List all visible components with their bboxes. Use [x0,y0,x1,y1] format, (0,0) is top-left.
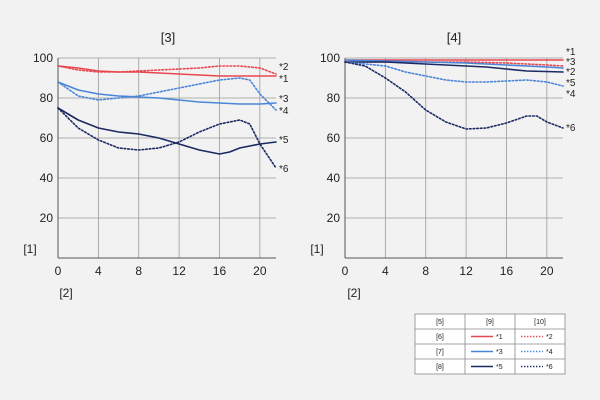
right-series-line-star3 [344,59,564,69]
left-y-tick-label: 40 [40,171,54,185]
left-series-line-star2 [57,65,277,75]
left-series-label: *2 [279,62,289,73]
legend-row-label: [6] [436,334,444,341]
right-series-label: *1 [566,47,576,58]
right-y-tick-label: 40 [327,171,341,185]
left-series-label: *4 [279,106,289,117]
left-series-line-star3 [57,81,277,105]
legend-solid-label: *1 [496,334,503,341]
left-series-line-star4 [57,77,277,111]
right-x-tick-label: 16 [500,264,514,278]
left-x-tick-label: 20 [253,264,267,278]
left-y-tick-label: 60 [40,131,54,145]
right-series-line-star4 [344,61,564,73]
left-x-axis-label: [2] [59,286,72,300]
legend-dotted-label: *6 [546,364,553,371]
left-x-tick-label: 4 [95,264,102,278]
legend-dotted-label: *2 [546,334,553,341]
legend-header-cell: [5] [436,319,444,326]
legend-header-cell: [9] [486,319,494,326]
left-series-line-star5 [57,107,277,155]
right-y-axis-label: [1] [310,242,323,256]
right-series-label: *2 [566,67,576,78]
left-x-tick-label: 16 [213,264,227,278]
legend-row-label: [7] [436,349,444,356]
left-x-tick-label: 8 [135,264,142,278]
right-series-label: *3 [566,57,576,68]
right-y-tick-label: 20 [327,211,341,225]
legend-solid-label: *3 [496,349,503,356]
right-series-label: *5 [566,78,576,89]
left-y-tick-label: 100 [33,51,53,65]
left-series-label: *5 [279,135,289,146]
right-x-tick-label: 4 [382,264,389,278]
left-series-line-star6 [57,107,277,169]
left-series-label: *3 [279,94,289,105]
right-y-tick-label: 60 [327,131,341,145]
right-x-tick-label: 8 [422,264,429,278]
legend-table: [5] [9] [10] [6] *1 *2 [7] *3 *4 [8] *5 *6 [414,313,566,375]
legend-header-cell: [10] [534,319,546,326]
legend-row-label: [8] [436,364,444,371]
left-chart-title: [3] [161,30,175,45]
legend-dotted-label: *4 [546,349,553,356]
right-chart-title: [4] [447,30,461,45]
right-x-tick-label: 20 [540,264,554,278]
left-y-tick-label: 80 [40,91,54,105]
left-x-tick-label: 12 [172,264,186,278]
left-y-axis-label: [1] [23,242,36,256]
right-x-tick-label: 0 [342,264,349,278]
legend-solid-label: *5 [496,364,503,371]
right-series-line-star6 [344,61,564,130]
left-series-label: *6 [279,164,289,175]
left-y-tick-label: 20 [40,211,54,225]
right-series-label: *6 [566,123,576,134]
left-chart: 20 40 60 80 100 0 4 8 12 16 20 [3] [1] [2] *1*2 *3*4 *5 *… [23,30,289,300]
right-x-tick-label: 12 [459,264,473,278]
right-series-label: *4 [566,89,576,100]
right-x-axis-label: [2] [347,286,360,300]
left-x-tick-label: 0 [55,264,62,278]
right-series-line-star5 [344,61,564,87]
left-series-label: *1 [279,74,289,85]
right-chart: 20 40 60 80 100 0 4 8 12 16 20 [4] [1] [2] *1 *2*3 *4*5 *… [310,30,576,300]
left-series-line-star1 [57,65,277,77]
right-y-tick-label: 100 [320,51,340,65]
right-y-tick-label: 80 [327,91,341,105]
